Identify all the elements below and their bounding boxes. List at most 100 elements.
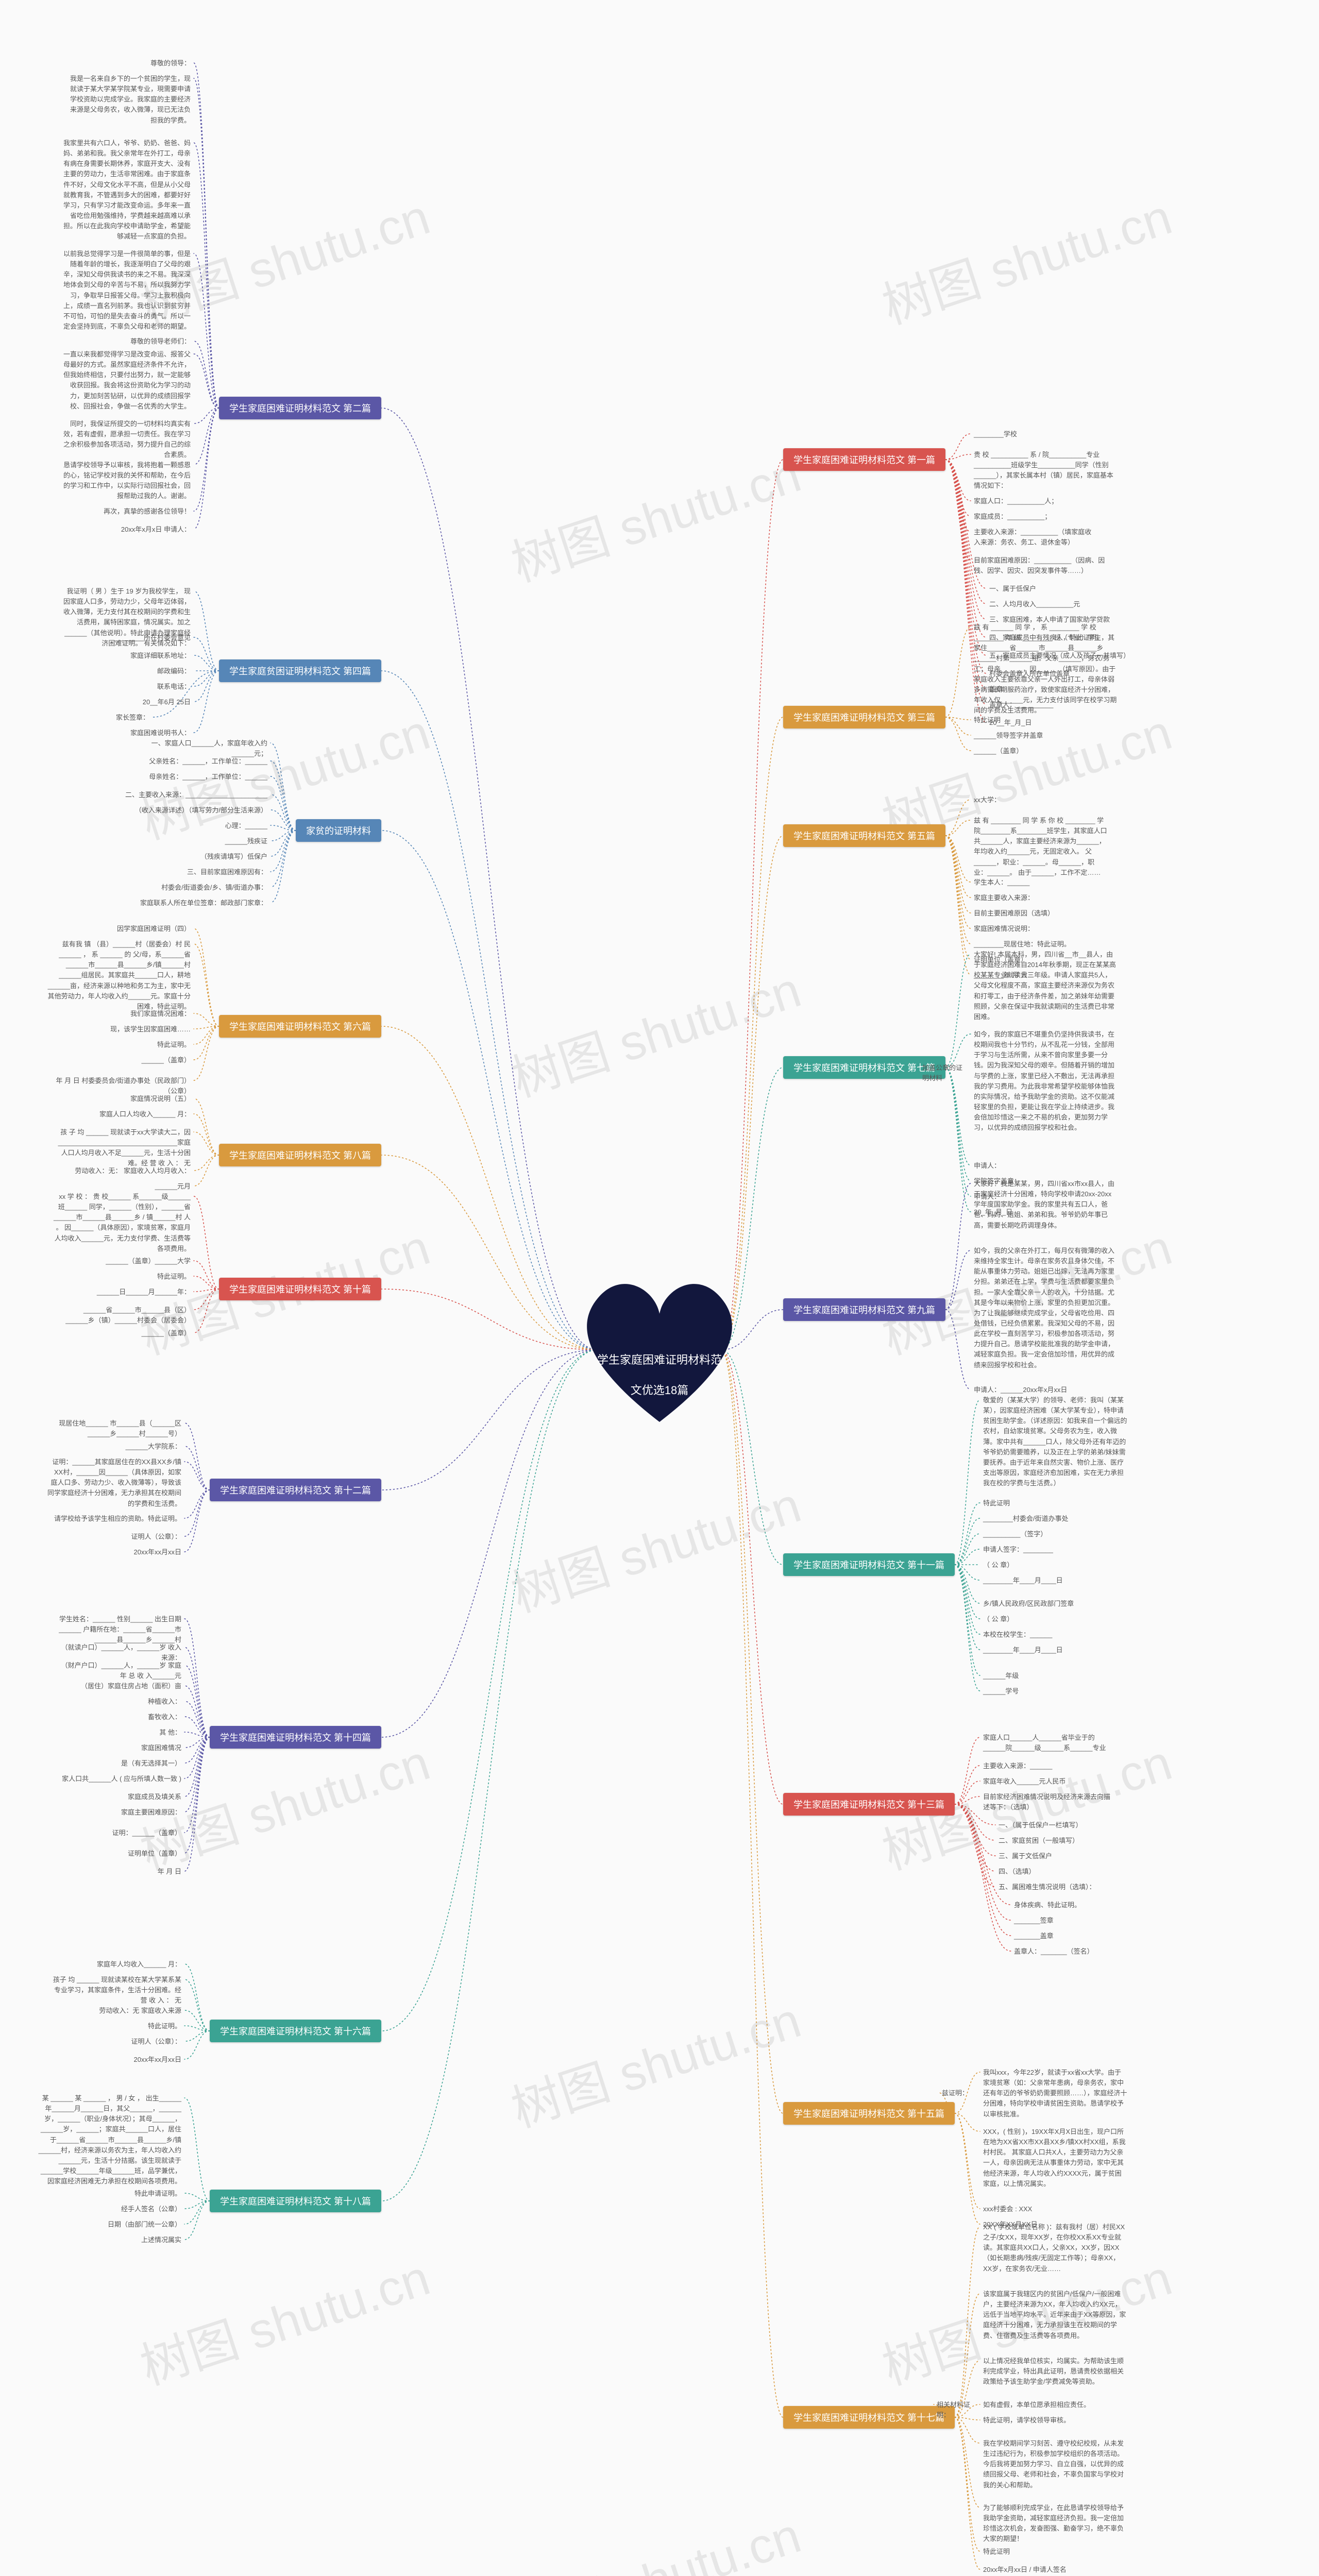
- detail: 某 ______ 某 ______ ， 男 / 女 ， 出生______年___…: [37, 2093, 181, 2187]
- detail: ______年级: [983, 1671, 1019, 1681]
- detail: 家庭困难说明书人：: [46, 728, 191, 738]
- detail: 畜牧收入：: [37, 1712, 181, 1722]
- detail: 大家好！我是某某，男，四川省xx市xx县人，由于家庭经济十分困难，特向学校申请2…: [974, 1179, 1118, 1231]
- watermark: 树图 shutu.cn: [501, 435, 808, 596]
- detail: 如有虚假，本单位愿承担相应责任。: [983, 2400, 1090, 2410]
- detail: 学生本人：______: [974, 877, 1029, 888]
- detail: ______领导签字并盖章: [974, 731, 1043, 741]
- detail: 贵 校 __________ 系 / 院__________专业________…: [974, 450, 1118, 492]
- detail: 学生姓名：______ 性别______ 出生日期______ 户籍所在地：__…: [47, 1614, 181, 1645]
- watermark: 树图 shutu.cn: [501, 2496, 808, 2576]
- detail: 再次，真挚的感谢各位领导！: [46, 506, 191, 517]
- detail: 目前家经济困难情况说明及经济来源去向描述等下：（选填）: [983, 1792, 1112, 1812]
- detail: 20xx年x月x日 申请人：: [46, 524, 191, 535]
- detail: 特此证明: [974, 715, 1001, 725]
- detail: 20xx年xx月xx日: [37, 2055, 181, 2065]
- topic-t11[interactable]: 学生家庭困难证明材料范文 第十一篇: [783, 1553, 955, 1576]
- detail: 我家里共有六口人，爷爷、奶奶、爸爸、妈妈、弟弟和我。我父亲常年在外打工，母亲有病…: [62, 138, 191, 242]
- detail: 特此申请证明。: [37, 2189, 181, 2199]
- detail: ________学校: [974, 429, 1017, 439]
- detail: 一直以来我都觉得学习是改变命运、报答父母最好的方式。虽然家庭经济条件不允许，但我…: [62, 349, 191, 412]
- detail: 特此证明。: [46, 1272, 191, 1282]
- topic-t2[interactable]: 学生家庭困难证明材料范文 第二篇: [219, 397, 381, 419]
- topic-t16[interactable]: 学生家庭困难证明材料范文 第十四篇: [210, 1726, 381, 1749]
- detail: 相关材料证明：: [937, 2400, 978, 2420]
- root-node[interactable]: 学生家庭困难证明材料范 文优选18篇: [572, 1273, 747, 1427]
- detail: （ 公 章）: [983, 1614, 1013, 1624]
- detail: 家庭联系人所在单位签章：邮政部门家章：: [123, 898, 267, 908]
- watermark: 树图 shutu.cn: [501, 1980, 808, 2141]
- topic-t15[interactable]: 学生家庭困难证明材料范文 第十五篇: [783, 2102, 955, 2125]
- detail: 一、属于低保户: [989, 584, 1036, 594]
- detail: _______盖章: [1014, 1931, 1054, 1941]
- detail: 主要收入来源：__________（填家庭收入来源：务农、务工、退休金等）: [974, 527, 1097, 548]
- topic-t3[interactable]: 学生家庭困难证明材料范文 第三篇: [783, 706, 945, 728]
- topic-t18[interactable]: 学生家庭困难证明材料范文 第十六篇: [210, 2020, 381, 2042]
- detail: xx 学 校 ： 贵 校______ 系______级______ 班_____…: [52, 1192, 191, 1254]
- detail: ______大学院系：: [37, 1442, 181, 1452]
- detail: ________村委会/街道办事处: [983, 1514, 1068, 1524]
- topic-t10[interactable]: 学生家庭困难证明材料范文 第八篇: [219, 1144, 381, 1166]
- detail: 请学校给予该学生相应的资助。特此证明。: [37, 1514, 181, 1524]
- detail: 为了能够顺利完成学业，在此恳请学校领导给予我助学金资助，减轻家庭经济负担。我一定…: [983, 2503, 1127, 2545]
- topic-t4[interactable]: 学生家庭贫困证明材料范文 第四篇: [219, 659, 381, 682]
- detail: 其 他：: [37, 1727, 181, 1738]
- topic-t8[interactable]: 学生家庭困难证明材料范文 第六篇: [219, 1015, 381, 1038]
- detail: 村委会/街道委会/乡、镇/街道办事：: [123, 883, 267, 893]
- topic-t12[interactable]: 学生家庭困难证明材料范文 第十篇: [219, 1278, 381, 1300]
- detail: 家庭详细联系地址：: [46, 651, 191, 661]
- detail: ______元月: [46, 1181, 191, 1192]
- detail: 尊敬的领导老师们：: [46, 336, 191, 347]
- detail: 以上情况经我单位核实，均属实。为帮助该生顺利完成学业，特出具此证明，恳请贵校依据…: [983, 2356, 1127, 2387]
- detail: 目前家庭困难原因：__________（因病、因残、因学、因灾、因突发事件等………: [974, 555, 1108, 576]
- detail: 联系电话：: [46, 682, 191, 692]
- detail: 我是一名来自乡下的一个贫困的学生，现就读于某大学某学院某专业，現需要申请学校资助…: [67, 74, 191, 126]
- detail: 二、家庭贫困（一般填写）: [999, 1836, 1079, 1846]
- topic-t5[interactable]: 学生家庭困难证明材料范文 第五篇: [783, 824, 945, 847]
- detail: ________年____月____日: [983, 1645, 1063, 1655]
- detail: 我叫xxx，今年22岁，就读于xx省xx大学。由于家境贫寒（如：父亲常年患病，母…: [983, 2067, 1127, 2120]
- detail: 申请人：______20xx年x月xx日: [974, 1385, 1067, 1395]
- detail: ______学号: [983, 1686, 1019, 1697]
- topic-t13[interactable]: 学生家庭困难证明材料范文 第十三篇: [783, 1793, 955, 1816]
- detail: 五、属困难生情况说明（选填）：: [999, 1882, 1096, 1892]
- detail: 家长签章：: [5, 713, 149, 723]
- detail: ______省______市______县（区）______乡（镇）______…: [62, 1305, 191, 1326]
- detail: 申请人签字：________: [983, 1545, 1053, 1555]
- detail: 是（有无选择其一）: [37, 1758, 181, 1769]
- topic-t14[interactable]: 学生家庭困难证明材料范文 第十二篇: [210, 1479, 381, 1501]
- detail: 上述情况属实: [37, 2235, 181, 2245]
- detail: 心理：______: [123, 821, 267, 831]
- detail: 家庭年人均收入______ 月：: [37, 1959, 181, 1970]
- topic-t9[interactable]: 学生家庭困难证明材料范文 第九篇: [783, 1298, 945, 1321]
- detail: 孩子 均 ______ 现就读某校在某大学某系某专业学习，其家庭条件，生活十分困…: [53, 1975, 181, 2006]
- detail: 劳动收入：无： 家庭收入人均月收入：: [46, 1166, 191, 1176]
- detail: 本校在校学生：______: [983, 1630, 1052, 1640]
- detail: 乡/镇人民政府/区民政部门签章: [983, 1599, 1074, 1609]
- watermark: 树图 shutu.cn: [501, 1465, 808, 1626]
- detail: _______签章: [1014, 1916, 1054, 1926]
- detail: 特此证明。: [46, 1040, 191, 1050]
- detail: ________所在村委会意见: [46, 633, 191, 643]
- detail: 敬爱的（某某大学）的领导、老师：我叫（某某某），因家庭经济困难（某大学某专业），…: [983, 1395, 1127, 1488]
- detail: 家庭人口人均收入______ 月：: [46, 1109, 191, 1120]
- detail: 20xx年x月xx日 / 申请人签名: [983, 2565, 1067, 2575]
- topic-t17[interactable]: 学生家庭困难证明材料范文 第十七篇: [783, 2406, 955, 2429]
- detail: 一、（属于低保户一栏填写）: [999, 1820, 1083, 1831]
- topic-t7[interactable]: 学生家庭困难证明材料范文 第七篇: [783, 1056, 945, 1079]
- topic-t6[interactable]: 家贫的证明材料: [296, 819, 381, 842]
- detail: 盖章人：_______（签名）: [1014, 1946, 1094, 1957]
- topic-t1[interactable]: 学生家庭困难证明材料范文 第一篇: [783, 448, 945, 471]
- detail: 家庭困难情况说明：: [974, 924, 1034, 934]
- detail: 家庭年收入______元人民币: [983, 1776, 1066, 1787]
- detail: 二、人均月收入__________元: [989, 599, 1080, 609]
- detail: 现居住地______ 市______县（______区______乡______…: [58, 1418, 181, 1439]
- detail: 特此证明，请学校领导审核。: [983, 2415, 1070, 2426]
- detail: 兹有我 镇 （县）______村（居委会）村 民 ______ ， 系 ____…: [46, 939, 191, 1012]
- root-title: 学生家庭困难证明材料范 文优选18篇: [572, 1337, 747, 1398]
- detail: ______残疾证: [123, 836, 267, 846]
- detail: 家人口共______人 ( 应与所填人数一致 ): [37, 1774, 181, 1784]
- detail: 同时，我保证所提交的一切材料均真实有效，若有虚假，愿承担一切责任。我在学习之余积…: [62, 419, 191, 461]
- detail: ________年____月____日: [983, 1575, 1063, 1586]
- topic-t19[interactable]: 学生家庭困难证明材料范文 第十八篇: [210, 2190, 381, 2212]
